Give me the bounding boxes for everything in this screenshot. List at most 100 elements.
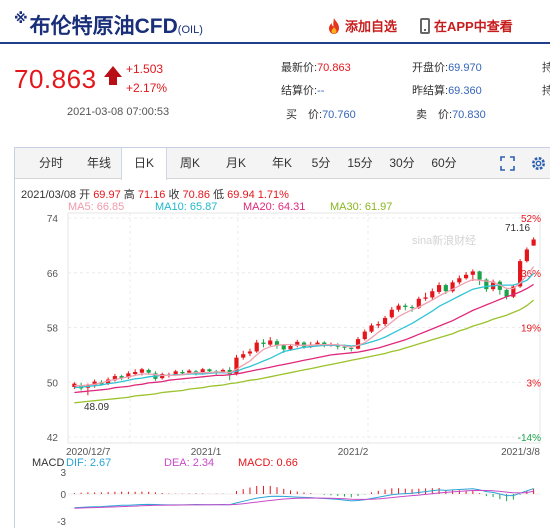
candle-body — [463, 274, 469, 279]
y-tick-label: 66 — [47, 269, 59, 280]
fullscreen-icon[interactable] — [500, 156, 515, 171]
candle-body — [187, 370, 192, 373]
candle-body — [268, 340, 273, 345]
candle-body — [92, 381, 97, 386]
quote-cell: 最新价:70.863 — [281, 62, 351, 74]
instrument-name: 布伦特原油CFD — [29, 15, 178, 38]
star-mark: ※ — [14, 10, 28, 26]
candle-body — [477, 271, 482, 280]
ma30-label: MA30: 61.97 — [330, 201, 393, 213]
gear-icon[interactable] — [530, 155, 547, 172]
macd-dif: DIF: 2.67 — [66, 457, 112, 469]
candle-body — [139, 369, 145, 373]
macd-tick-label: 3 — [60, 468, 66, 479]
candle-body — [180, 371, 185, 374]
candle-body — [457, 278, 462, 283]
candle-body — [369, 325, 374, 332]
candle-body — [126, 373, 131, 378]
candle-body — [403, 305, 408, 307]
quote-cell: 昨结算:69.360 — [412, 85, 482, 97]
tab-30min[interactable]: 30分 — [389, 156, 415, 170]
candle-body — [72, 383, 77, 388]
candle-body — [355, 339, 361, 349]
tab-monthly-k[interactable]: 月K — [225, 156, 246, 170]
x-tick-label: 2020/12/7 — [66, 447, 111, 458]
last-price: 70.863 — [14, 64, 97, 94]
tab-daily-k[interactable]: 日K — [121, 148, 167, 180]
macd-value: MACD: 0.66 — [238, 457, 298, 469]
tab-yearly-k[interactable]: 年K — [271, 156, 292, 170]
chart-panel: 分时 年线 日K 周K 月K 年K 5分 15分 30分 60分 — [14, 147, 550, 528]
quote-cell: 开盘价:69.970 — [412, 62, 482, 74]
ma5-line — [74, 266, 535, 387]
candle-body — [470, 271, 475, 275]
view-in-app-label: 在APP中查看 — [434, 19, 513, 34]
y-tick-label: 58 — [47, 324, 59, 335]
fire-icon — [329, 17, 339, 34]
candle-body — [416, 298, 421, 308]
candle-body — [423, 297, 428, 299]
candle-body — [112, 376, 117, 381]
title-bar: ※布伦特原油CFD(OIL) 添加自选 在APP中查看 — [0, 0, 550, 44]
phone-icon — [420, 17, 430, 34]
tab-60min[interactable]: 60分 — [431, 156, 457, 170]
price-change: +1.503 — [126, 62, 164, 76]
candle-body — [133, 371, 138, 375]
candle-body — [241, 354, 246, 358]
ma5-label: MA5: 66.85 — [68, 201, 125, 213]
candle-body — [436, 285, 442, 292]
max-price-label: 71.16 — [505, 223, 530, 234]
tab-year-line[interactable]: 年线 — [86, 156, 111, 170]
candle-body — [274, 341, 280, 346]
quote-cell: 结算价:-- — [281, 85, 325, 97]
price-change-pct: +2.17% — [126, 81, 168, 95]
ma10-line — [74, 272, 535, 389]
dea-line — [74, 489, 534, 509]
candle-body — [389, 309, 394, 318]
ma20-line — [74, 283, 534, 394]
candle-body — [173, 371, 178, 375]
ohlc-info: 2021/03/08 开 69.97 高 71.16 收 70.86 低 69.… — [21, 189, 289, 201]
ma10-label: MA10: 65.87 — [155, 201, 218, 213]
tab-5min[interactable]: 5分 — [311, 156, 331, 170]
dif-line — [74, 488, 534, 509]
quote-time: 2021-03-08 07:00:53 — [67, 106, 170, 118]
period-tabs: 分时 年线 日K 周K 月K 年K 5分 15分 30分 60分 — [15, 148, 550, 180]
watermark: sina新浪财经 — [412, 233, 476, 247]
tab-intraday[interactable]: 分时 — [38, 156, 63, 170]
candle-body — [450, 282, 455, 292]
quote-cell: 买 价:70.760 — [286, 109, 356, 121]
candle-body — [524, 249, 529, 262]
y-tick-label: 42 — [47, 433, 59, 444]
view-in-app-button[interactable]: 在APP中查看 — [420, 16, 513, 35]
candle-body — [382, 317, 388, 325]
candle-body — [531, 239, 536, 246]
x-tick-label: 2021/1 — [191, 447, 222, 458]
candle-body — [376, 324, 381, 326]
pct-tick-label: 36% — [521, 269, 541, 280]
quote-cell: 卖 价:70.830 — [416, 109, 486, 121]
candle-body — [396, 305, 401, 310]
ma20-label: MA20: 64.31 — [243, 201, 306, 213]
y-tick-label: 74 — [47, 214, 59, 225]
pct-tick-label: 19% — [521, 324, 541, 335]
macd-tick-label: 0 — [60, 490, 66, 501]
candle-body — [119, 376, 124, 379]
add-watchlist-label: 添加自选 — [345, 19, 398, 34]
pct-tick-label: 3% — [527, 378, 542, 389]
tab-weekly-k[interactable]: 周K — [179, 156, 200, 170]
candle-body — [146, 369, 151, 373]
candle-body — [288, 345, 293, 350]
candle-body — [362, 331, 367, 340]
macd-dea: DEA: 2.34 — [164, 457, 215, 469]
candle-body — [511, 286, 516, 297]
candle-body — [484, 279, 489, 290]
ma30-line — [74, 299, 535, 404]
candle-body — [335, 345, 340, 347]
candle-body — [160, 374, 165, 379]
add-watchlist-button[interactable]: 添加自选 — [327, 16, 397, 35]
tab-15min[interactable]: 15分 — [347, 156, 373, 170]
candle-body — [301, 342, 307, 347]
macd-tick-label: -3 — [57, 517, 66, 528]
